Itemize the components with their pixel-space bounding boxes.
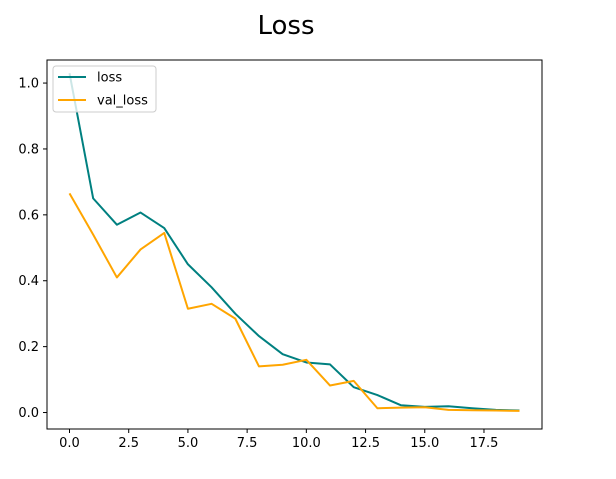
y-tick-label: 0.6: [18, 208, 39, 223]
x-tick-label: 17.5: [469, 436, 498, 451]
series-line-loss: [68, 72, 520, 412]
series-line-val-loss: [68, 192, 520, 412]
legend-label-val-loss: val_loss: [97, 94, 148, 109]
plot-frame: [46, 59, 543, 430]
x-tick-label: 12.5: [351, 436, 380, 451]
x-tick-label: 10.0: [292, 436, 321, 451]
x-tick-label: 2.5: [118, 436, 139, 451]
y-tick-label: 0.8: [18, 142, 39, 157]
y-tick-label: 0.2: [18, 340, 39, 355]
legend: loss val_loss: [52, 65, 157, 113]
x-tick-label: 5.0: [178, 436, 199, 451]
y-tick-label: 1.0: [18, 77, 39, 92]
y-tick-label: 0.4: [18, 274, 39, 289]
y-tick-label: 0.0: [18, 406, 39, 421]
chart-title: Loss: [257, 11, 314, 41]
x-tick-label: 7.5: [237, 436, 258, 451]
x-tick-label: 0.0: [59, 436, 80, 451]
legend-label-loss: loss: [97, 71, 122, 86]
x-tick-label: 15.0: [410, 436, 439, 451]
